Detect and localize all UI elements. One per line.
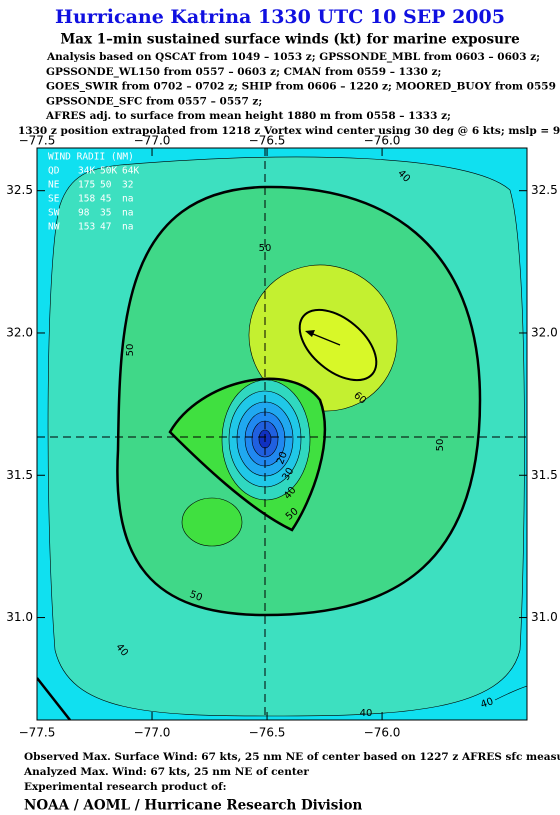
- y-tick-label: 32.0: [531, 325, 558, 339]
- contour-label: 50: [188, 589, 204, 604]
- analysis-note: AFRES adj. to surface from mean height 1…: [45, 110, 451, 122]
- wind-radii-header: 64K: [122, 166, 139, 177]
- wind-radii-cell: NE: [48, 180, 60, 191]
- wind-radii-cell: NW: [48, 222, 60, 233]
- wind-radii-cell: 45: [100, 194, 111, 205]
- x-tick-label: −77.0: [134, 726, 171, 740]
- wind-radii-cell: 32: [122, 180, 133, 191]
- contour-label: 40: [360, 708, 373, 719]
- contour-label: 50: [435, 439, 446, 452]
- analysis-note: Analysis based on QSCAT from 1049 – 1053…: [46, 51, 540, 64]
- analysis-note: GPSSONDE_WL150 from 0557 – 0603 z; CMAN …: [46, 66, 441, 79]
- plot-frame: [36, 147, 528, 721]
- y-tick-label: 32.0: [6, 325, 33, 339]
- wind-radii-cell: 98: [78, 208, 90, 219]
- contour-label: 20: [275, 450, 290, 466]
- title: Hurricane Katrina 1330 UTC 10 SEP 2005: [55, 6, 505, 28]
- wind-radii-cell: SW: [48, 208, 60, 219]
- wind-radii-cell: SE: [48, 194, 60, 205]
- contour-label: 40: [479, 696, 495, 711]
- wind-radii-cell: na: [122, 222, 133, 233]
- y-tick-label: 31.5: [531, 468, 558, 482]
- analysis-note: 1330 z position extrapolated from 1218 z…: [18, 125, 560, 137]
- analysis-note: GOES_SWIR from 0702 – 0702 z; SHIP from …: [46, 81, 560, 94]
- contour-label: 50: [125, 344, 136, 357]
- y-tick-label: 32.5: [6, 183, 33, 197]
- x-tick-label: −76.5: [249, 134, 286, 148]
- footer-line: Analyzed Max. Wind: 67 kts, 25 nm NE of …: [23, 766, 309, 778]
- wind-radii-cell: 153: [78, 222, 95, 233]
- wind-radii-header: 34K: [78, 166, 95, 177]
- contour-fills: [37, 148, 527, 720]
- x-tick-label: −77.5: [19, 726, 56, 740]
- y-tick-label: 31.0: [531, 610, 558, 624]
- wind-radii-cell: 158: [78, 194, 95, 205]
- organization: NOAA / AOML / Hurricane Research Divisio…: [24, 798, 363, 814]
- wind-radii-cell: 175: [78, 180, 95, 191]
- wind-radii-cell: na: [122, 208, 133, 219]
- footer-line: Observed Max. Surface Wind: 67 kts, 25 n…: [24, 751, 560, 763]
- subtitle: Max 1–min sustained surface winds (kt) f…: [60, 32, 519, 48]
- analysis-note: GPSSONDE_SFC from 0557 – 0557 z;: [46, 95, 262, 108]
- wind-radii-header: QD: [48, 166, 60, 177]
- x-tick-label: −76.0: [364, 726, 401, 740]
- x-tick-label: −77.5: [19, 134, 56, 148]
- contour-label: 50: [259, 243, 272, 254]
- y-tick-label: 31.0: [6, 610, 33, 624]
- x-tick-label: −76.5: [249, 726, 286, 740]
- x-tick-label: −76.0: [364, 134, 401, 148]
- wind-radii-cell: 35: [100, 208, 111, 219]
- y-tick-label: 31.5: [6, 468, 33, 482]
- wind-radii-cell: na: [122, 194, 133, 205]
- wind-radii-cell: 50: [100, 180, 112, 191]
- wind-radii-header: 50K: [100, 166, 117, 177]
- y-tick-label: 32.5: [531, 183, 558, 197]
- footer-line: Experimental research product of:: [24, 781, 227, 793]
- x-tick-label: −77.0: [134, 134, 171, 148]
- wind-radii-cell: 47: [100, 222, 111, 233]
- wind-radii-title: WIND RADII (NM): [48, 152, 134, 163]
